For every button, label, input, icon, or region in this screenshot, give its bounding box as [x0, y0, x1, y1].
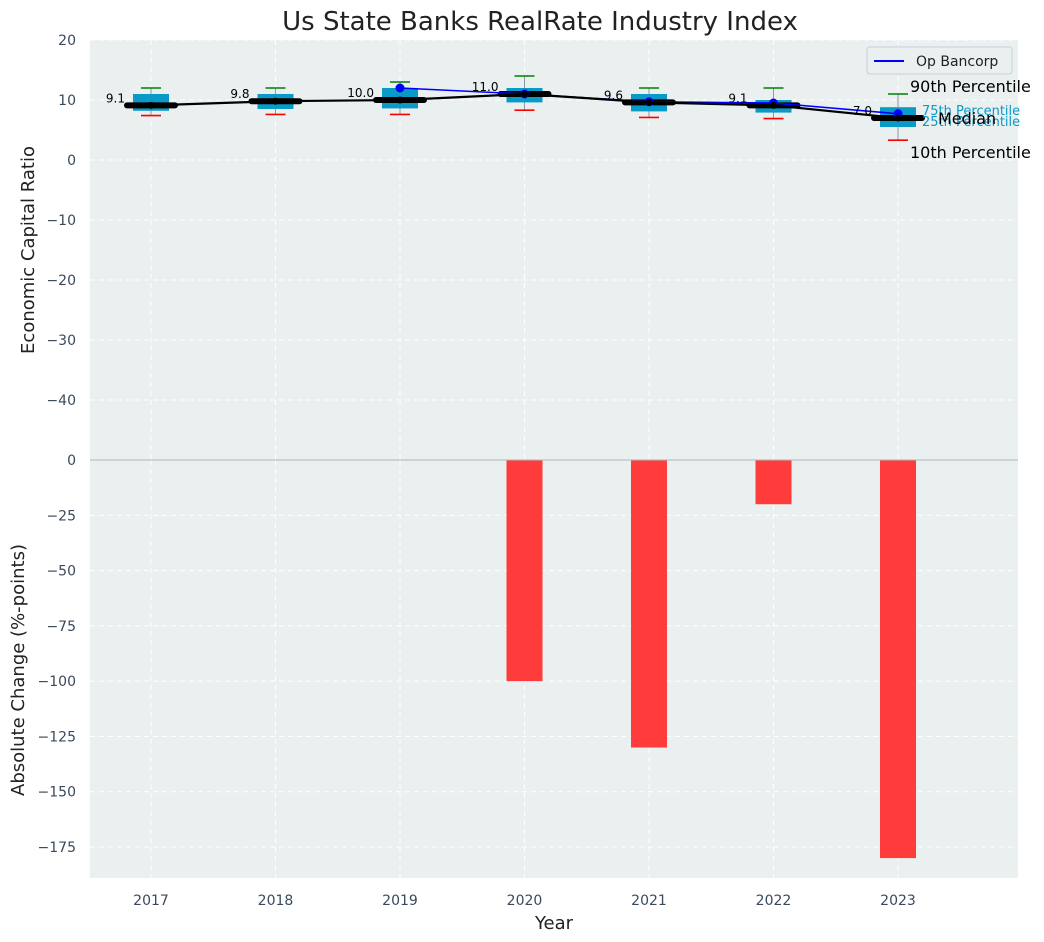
top-gridlines	[90, 39, 1018, 460]
x-tick-label: 2022	[756, 893, 792, 909]
median-value-label: 9.1	[106, 91, 125, 105]
x-tick-label: 2018	[258, 893, 294, 909]
annotation-90th: 90th Percentile	[910, 77, 1031, 96]
x-tick-labels: 2017 2018 2019 2020 2021 2022 2023	[133, 893, 916, 909]
median-value-label: 9.6	[604, 88, 623, 102]
change-bar	[631, 460, 667, 748]
median-value-labels: 9.1 9.8 10.0 11.0 9.6 9.1 7.0	[106, 80, 872, 118]
x-tick-label: 2023	[880, 893, 916, 909]
bottom-plot: 0 −25 −50 −75 −100 −125 −150 −175 Absolute Chan…	[8, 453, 1018, 878]
series-point-median	[147, 101, 155, 109]
bottom-y-ticks: 0 −25 −50 −75 −100 −125 −150 −175	[38, 453, 76, 856]
top-y-tick-label: −30	[46, 333, 76, 349]
top-y-tick-label: −40	[46, 393, 76, 409]
annotation-10th: 10th Percentile	[910, 143, 1031, 162]
annotation-median: Median	[938, 109, 996, 128]
series-point-median	[396, 96, 404, 104]
bottom-y-tick-label: −100	[38, 674, 76, 690]
top-y-ticks: 20 10 0 −10 −20 −30 −40	[46, 33, 76, 409]
series-point-median	[770, 101, 777, 109]
series-point-median	[521, 90, 528, 98]
legend: Op Bancorp	[866, 46, 1013, 75]
median-value-label: 9.8	[230, 87, 249, 101]
annotation-25th: 25th Percentile	[922, 115, 1020, 130]
legend-label-op-bancorp: Op Bancorp	[916, 54, 998, 70]
bottom-plot-background	[90, 460, 1018, 878]
x-tick-label: 2020	[507, 893, 543, 909]
median-value-label: 7.0	[853, 104, 872, 118]
top-y-tick-label: −10	[46, 213, 76, 229]
bottom-y-tick-label: −175	[38, 840, 76, 856]
change-bars	[506, 460, 916, 859]
x-tick-label: 2019	[382, 893, 418, 909]
series-point-median	[645, 98, 653, 106]
change-bar	[880, 460, 916, 859]
bottom-y-tick-label: −25	[46, 508, 76, 524]
bottom-y-tick-label: 0	[67, 453, 76, 469]
annotation-75th: 75th Percentile	[922, 104, 1020, 119]
bottom-y-tick-label: −150	[38, 785, 76, 801]
top-y-tick-label: 20	[58, 33, 76, 49]
median-value-label: 11.0	[472, 80, 499, 94]
median-value-label: 10.0	[347, 86, 374, 100]
bottom-y-tick-label: −50	[46, 564, 76, 580]
x-tick-label: 2017	[133, 893, 169, 909]
series-lines	[147, 83, 903, 122]
x-tick-label: 2021	[631, 893, 667, 909]
median-value-label: 9.1	[728, 91, 747, 105]
series-point-median	[272, 97, 279, 105]
chart-title: Us State Banks RealRate Industry Index	[282, 7, 798, 37]
legend-box	[866, 46, 1013, 75]
x-axis-label: Year	[534, 913, 574, 934]
bottom-y-axis-label: Absolute Change (%-points)	[8, 544, 29, 796]
top-y-tick-label: 0	[67, 153, 76, 169]
top-y-tick-label: −20	[46, 273, 76, 289]
top-y-tick-label: 10	[58, 93, 76, 109]
change-bar	[755, 460, 792, 505]
top-plot: 20 10 0 −10 −20 −30 −40 9.1 9.8 10.0 11.0 9.6 9.1 7.…	[18, 33, 1031, 460]
top-y-axis-label: Economic Capital Ratio	[18, 146, 39, 354]
bottom-y-tick-label: −125	[38, 729, 76, 745]
bottom-y-tick-label: −75	[46, 619, 76, 635]
series-point-median	[894, 114, 902, 122]
change-bar	[506, 460, 543, 682]
series-point-op-bancorp	[395, 83, 405, 93]
